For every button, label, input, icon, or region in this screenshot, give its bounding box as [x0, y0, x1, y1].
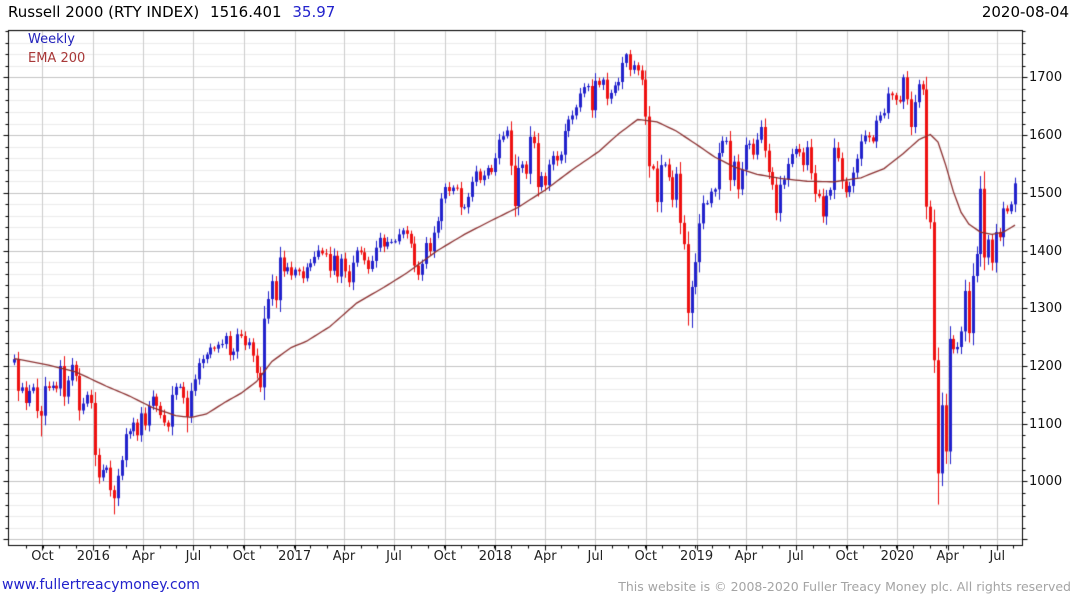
price-axis-label: 1300 — [1029, 301, 1063, 317]
chart-header: Russell 2000 (RTY INDEX) 1516.401 35.97 — [8, 3, 335, 21]
time-axis-label: 2020 — [880, 549, 914, 564]
time-axis-label: Jul — [989, 549, 1006, 564]
time-axis-label: 2017 — [278, 549, 312, 564]
time-axis-label: Jul — [587, 549, 604, 564]
time-axis-label: 2016 — [76, 549, 110, 564]
price-axis-label: 1700 — [1029, 70, 1063, 86]
footer-copyright: This website is © 2008-2020 Fuller Treac… — [618, 579, 1071, 594]
time-axis-label: Oct — [835, 549, 858, 564]
time-axis-label: Jul — [788, 549, 804, 564]
price-axis-label: 1500 — [1029, 185, 1063, 201]
legend-timeframe: Weekly — [28, 32, 75, 47]
time-axis-label: Apr — [534, 549, 557, 564]
time-axis-label: Oct — [433, 549, 457, 564]
price-axis-label: 1600 — [1029, 128, 1063, 144]
last-price: 1516.401 — [210, 3, 282, 21]
price-change: 35.97 — [292, 3, 336, 21]
time-axis-label: Oct — [634, 549, 658, 564]
time-axis-label: 2019 — [680, 549, 714, 564]
time-axis-label: Oct — [232, 549, 256, 564]
time-axis-label: Apr — [936, 549, 959, 564]
footer-site-link[interactable]: www.fullertreacymoney.com — [2, 577, 200, 593]
time-axis-label: Apr — [734, 549, 758, 564]
time-axis-label: Apr — [132, 549, 155, 564]
legend-ema: EMA 200 — [28, 51, 86, 66]
chart-title: Russell 2000 (RTY INDEX) — [8, 3, 200, 21]
chart-date: 2020-08-04 — [981, 3, 1069, 21]
time-axis-label: Oct — [31, 549, 54, 564]
price-axis-label: 1400 — [1029, 243, 1063, 259]
price-axis-label: 1200 — [1029, 359, 1063, 375]
time-axis-label: Apr — [332, 549, 356, 564]
time-axis-label: Jul — [185, 549, 202, 564]
time-axis-label: 2018 — [478, 549, 512, 564]
price-axis-label: 1100 — [1029, 416, 1063, 432]
time-axis-label: Jul — [386, 549, 402, 564]
price-axis-label: 1000 — [1029, 474, 1063, 490]
